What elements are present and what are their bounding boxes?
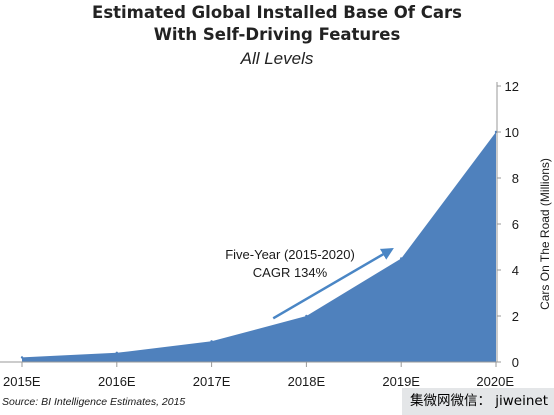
- cagr-annotation-line-2: CAGR 134%: [253, 265, 328, 280]
- area-series-fill: [22, 132, 496, 362]
- x-tick-label: 2016E: [98, 374, 136, 389]
- watermark-badge: 集微网微信： jiweinet: [401, 388, 554, 415]
- data-point-2017E: [210, 340, 213, 343]
- cagr-annotation-line-1: Five-Year (2015-2020): [225, 247, 355, 262]
- y-tick-label: 10: [505, 125, 519, 140]
- y-axis-title: Cars On The Road (Millions): [538, 158, 552, 310]
- y-tick-label: 4: [512, 263, 519, 278]
- data-point-2018E: [305, 314, 308, 318]
- chart-title-line-2: With Self-Driving Features: [153, 25, 401, 44]
- data-point-2015E: [20, 356, 24, 359]
- x-tick-label: 2019E: [382, 374, 420, 389]
- chart-title-block: Estimated Global Installed Base Of Cars …: [0, 2, 554, 70]
- chart-subtitle: All Levels: [240, 49, 314, 68]
- y-tick-label: 6: [512, 217, 519, 232]
- y-tick-label: 0: [512, 355, 519, 370]
- data-point-2016E: [115, 351, 119, 354]
- x-tick-label: 2015E: [3, 374, 41, 389]
- y-tick-label: 2: [512, 309, 519, 324]
- y-tick-label: 8: [512, 171, 519, 186]
- data-point-2019E: [400, 257, 403, 260]
- x-tick-label: 2018E: [288, 374, 326, 389]
- cagr-arrow: [272, 248, 394, 320]
- source-note: Source: BI Intelligence Estimates, 2015: [2, 396, 186, 408]
- chart-title-line-1: Estimated Global Installed Base Of Cars: [92, 3, 462, 22]
- x-tick-label: 2017E: [193, 374, 231, 389]
- x-tick-label: 2020E: [476, 374, 514, 389]
- y-tick-label: 12: [505, 79, 519, 94]
